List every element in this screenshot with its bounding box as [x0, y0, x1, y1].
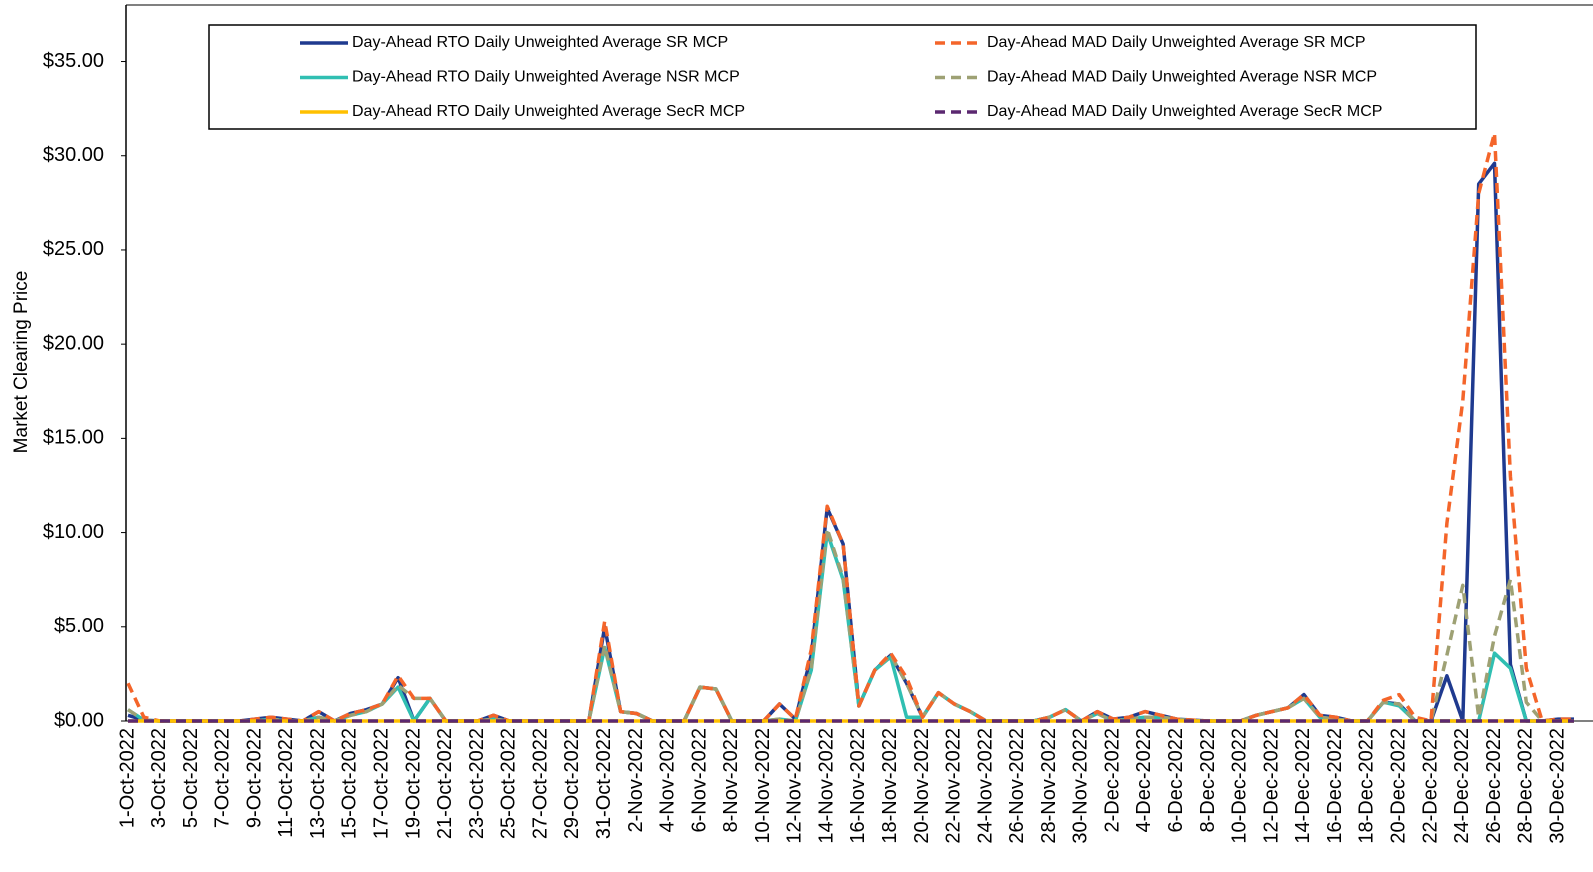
x-tick-label: 27-Oct-2022 [529, 728, 551, 839]
x-tick-label: 28-Dec-2022 [1515, 728, 1537, 844]
legend-label: Day-Ahead RTO Daily Unweighted Average N… [352, 69, 740, 86]
legend-label: Day-Ahead MAD Daily Unweighted Average S… [987, 103, 1382, 120]
x-tick-label: 26-Nov-2022 [1006, 728, 1028, 844]
x-tick-label: 16-Dec-2022 [1324, 728, 1346, 844]
x-tick-label: 18-Nov-2022 [879, 728, 901, 844]
x-tick-label: 25-Oct-2022 [498, 728, 520, 839]
x-tick-label: 8-Dec-2022 [1197, 728, 1219, 833]
x-tick-label: 10-Dec-2022 [1229, 728, 1251, 844]
x-tick-label: 4-Nov-2022 [657, 728, 679, 833]
x-tick-label: 30-Nov-2022 [1070, 728, 1092, 844]
x-tick-label: 11-Oct-2022 [275, 728, 297, 838]
y-tick-label: $15.00 [43, 427, 104, 449]
x-tick-label: 22-Nov-2022 [943, 728, 965, 844]
x-tick-label: 6-Nov-2022 [688, 728, 710, 833]
x-tick-label: 26-Dec-2022 [1483, 728, 1505, 844]
legend [208, 24, 1477, 130]
legend-entries: Day-Ahead RTO Daily Unweighted Average S… [300, 34, 1382, 120]
y-tick-label: $20.00 [43, 332, 104, 354]
x-tick-label: 18-Dec-2022 [1356, 728, 1378, 844]
x-tick-label: 16-Nov-2022 [847, 728, 869, 844]
x-tick-label: 7-Oct-2022 [212, 728, 234, 828]
legend-label: Day-Ahead MAD Daily Unweighted Average N… [987, 69, 1377, 86]
x-tick-label: 13-Oct-2022 [307, 728, 329, 839]
x-tick-label: 20-Dec-2022 [1387, 728, 1409, 844]
x-tick-label: 28-Nov-2022 [1038, 728, 1060, 844]
x-tick-label: 3-Oct-2022 [148, 728, 170, 828]
x-tick-label: 14-Nov-2022 [815, 728, 837, 844]
y-tick-label: $5.00 [54, 615, 104, 637]
x-tick-label: 17-Oct-2022 [371, 728, 393, 839]
y-tick-label: $30.00 [43, 144, 104, 166]
x-tick-label: 10-Nov-2022 [752, 728, 774, 844]
x-tick-label: 4-Dec-2022 [1133, 728, 1155, 833]
x-tick-label: 14-Dec-2022 [1292, 728, 1314, 844]
y-axis-title: Market Clearing Price [11, 271, 32, 454]
y-tick-label: $25.00 [43, 238, 104, 260]
x-tick-label: 21-Oct-2022 [434, 728, 456, 839]
x-tick-label: 23-Oct-2022 [466, 728, 488, 839]
x-tick-label: 24-Dec-2022 [1451, 728, 1473, 844]
x-tick-label: 1-Oct-2022 [116, 728, 138, 828]
x-tick-label: 12-Nov-2022 [784, 728, 806, 844]
y-tick-label: $35.00 [43, 50, 104, 72]
x-tick-label: 6-Dec-2022 [1165, 728, 1187, 833]
x-tick-label: 30-Dec-2022 [1546, 728, 1568, 844]
y-tick-label: $10.00 [43, 521, 104, 543]
x-tick-label: 2-Dec-2022 [1101, 728, 1123, 833]
x-tick-label: 8-Nov-2022 [720, 728, 742, 833]
x-tick-label: 29-Oct-2022 [561, 728, 583, 839]
series-line [126, 131, 1574, 723]
legend-label: Day-Ahead RTO Daily Unweighted Average S… [352, 34, 728, 51]
legend-label: Day-Ahead RTO Daily Unweighted Average S… [352, 103, 745, 120]
x-tick-label: 20-Nov-2022 [911, 728, 933, 844]
x-tick-label: 19-Oct-2022 [402, 728, 424, 839]
x-tick-label: 22-Dec-2022 [1419, 728, 1441, 844]
x-tick-label: 2-Nov-2022 [625, 728, 647, 833]
x-tick-label: 12-Dec-2022 [1260, 728, 1282, 844]
x-tick-label: 9-Oct-2022 [243, 728, 265, 828]
y-tick-label: $0.00 [54, 709, 104, 731]
x-tick-label: 15-Oct-2022 [339, 728, 361, 839]
plot-area [126, 131, 1574, 723]
legend-label: Day-Ahead MAD Daily Unweighted Average S… [987, 34, 1366, 51]
x-tick-label: 5-Oct-2022 [180, 728, 202, 828]
x-tick-label: 24-Nov-2022 [974, 728, 996, 844]
x-tick-label: 31-Oct-2022 [593, 728, 615, 839]
